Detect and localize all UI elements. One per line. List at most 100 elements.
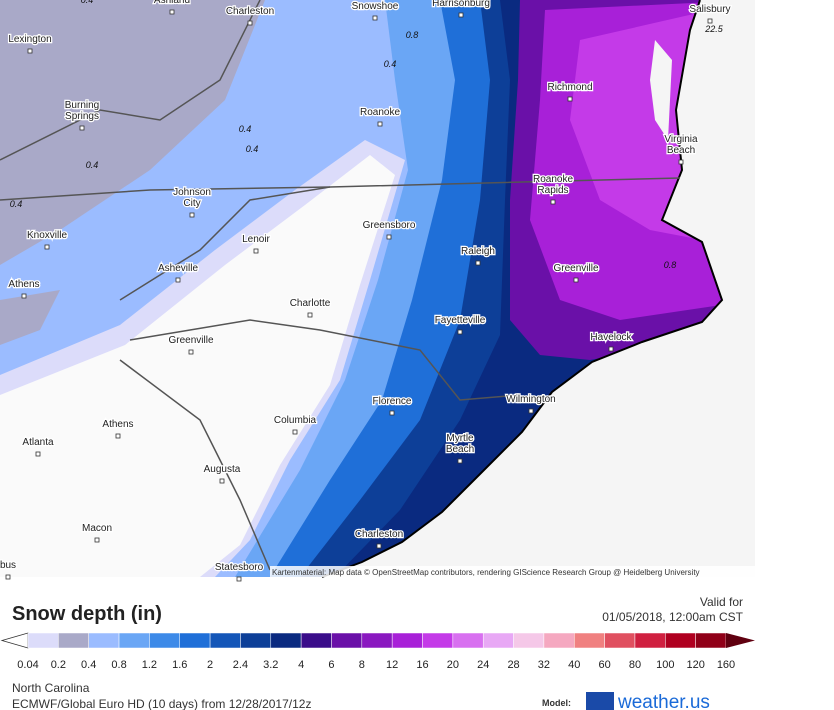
legend-swatch (422, 632, 454, 649)
city-label: Havelock (590, 332, 632, 343)
city-dot (5, 574, 11, 580)
city-label: Columbia (274, 415, 317, 426)
contour-label: 0.4 (86, 160, 99, 170)
city-label: Atlanta (22, 437, 54, 448)
city-label: Knoxville (27, 230, 67, 241)
legend-swatch (391, 632, 423, 649)
legend-label: 0.04 (17, 659, 38, 671)
valid-time: 01/05/2018, 12:00am CST (602, 610, 743, 624)
legend-swatch (665, 632, 696, 649)
legend-label: 6 (328, 659, 334, 671)
city-label: Rapids (537, 185, 568, 196)
city-label: Ashland (154, 0, 190, 6)
city-label: Charleston (226, 6, 274, 17)
legend-swatch (209, 632, 241, 649)
city-dot (372, 15, 378, 21)
legend-swatch (482, 632, 514, 649)
city-label: Roanoke (533, 174, 573, 185)
contour-label: 22.5 (704, 24, 724, 34)
legend-title: Snow depth (in) (12, 603, 162, 625)
city-label: Beach (667, 145, 695, 156)
city-label: Charleston (355, 529, 403, 540)
city-label: Charlotte (290, 298, 331, 309)
city-dot (458, 12, 464, 18)
city-dot (457, 329, 463, 335)
legend-label: 1.2 (142, 659, 157, 671)
city-dot (189, 212, 195, 218)
legend-label: 4 (298, 659, 304, 671)
region: North Carolina (12, 681, 90, 695)
city-label: Beach (446, 444, 474, 455)
city-label: Macon (82, 523, 112, 534)
city-label: Fayetteville (435, 315, 486, 326)
city-label: Lenoir (242, 234, 270, 245)
legend-label: 28 (507, 659, 519, 671)
contour-label: 0.8 (664, 260, 677, 270)
contour-label: 0.8 (406, 30, 419, 40)
legend-label: 60 (598, 659, 610, 671)
city-dot (175, 277, 181, 283)
city-dot (707, 18, 713, 24)
city-dot (377, 121, 383, 127)
city-label: Statesboro (215, 562, 264, 573)
city-label: Burning (65, 100, 99, 111)
legend-swatch (543, 632, 575, 649)
city-dot (44, 244, 50, 250)
city-dot (188, 349, 194, 355)
city-dot (27, 48, 33, 54)
city-label: Myrtle (446, 433, 474, 444)
legend-swatch (179, 632, 211, 649)
city-label: Wilmington (506, 394, 555, 405)
city-label: Roanoke (360, 107, 400, 118)
legend-swatch (300, 632, 332, 649)
legend-label: 20 (447, 659, 459, 671)
city-dot (475, 260, 481, 266)
legend-label: 32 (538, 659, 550, 671)
model-label: Model: (542, 698, 571, 708)
city-dot (94, 537, 100, 543)
legend-label: 100 (656, 659, 674, 671)
city-label: Lexington (8, 34, 51, 45)
legend-swatch (361, 632, 393, 649)
city-dot (219, 478, 225, 484)
legend-swatch (604, 632, 636, 649)
valid-label: Valid for (700, 595, 743, 609)
city-label: Florence (373, 396, 412, 407)
contour-label: 0.4 (81, 0, 94, 5)
city-dot (550, 199, 556, 205)
city-label: Raleigh (461, 246, 495, 257)
legend-label: 3.2 (263, 659, 278, 671)
contour-label: 0.4 (246, 144, 259, 154)
legend-label: 16 (416, 659, 428, 671)
legend-label: 12 (386, 659, 398, 671)
city-label: Greenville (553, 263, 598, 274)
city-dot (457, 458, 463, 464)
contour-label: 0.4 (239, 124, 252, 134)
legend-label: 160 (717, 659, 735, 671)
city-label: Greensboro (363, 220, 416, 231)
brand: weather.us (617, 692, 710, 710)
legend-label: 2.4 (233, 659, 248, 671)
city-label: City (183, 198, 200, 209)
legend-label: 2 (207, 659, 213, 671)
city-label: Harrisonburg (432, 0, 490, 9)
attribution: Kartenmaterial: Map data © OpenStreetMap… (272, 568, 700, 577)
legend-label: 0.2 (51, 659, 66, 671)
legend-label: 8 (359, 659, 365, 671)
city-dot (386, 234, 392, 240)
city-dot (253, 248, 259, 254)
city-dot (608, 346, 614, 352)
city-dot (115, 433, 121, 439)
city-label: Springs (65, 111, 99, 122)
city-dot (573, 277, 579, 283)
city-dot (79, 125, 85, 131)
city-label: Richmond (547, 82, 592, 93)
legend-label: 40 (568, 659, 580, 671)
legend-label: 24 (477, 659, 489, 671)
city-label: Virginia (664, 134, 698, 145)
legend-swatch (331, 632, 363, 649)
city-label: Athens (102, 419, 133, 430)
city-label: Asheville (158, 263, 198, 274)
eu-flag (586, 692, 614, 710)
legend-label: 1.6 (172, 659, 187, 671)
